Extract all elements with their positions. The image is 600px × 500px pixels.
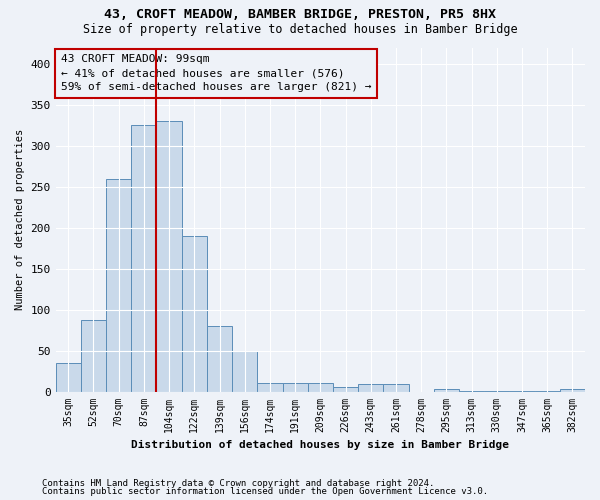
Bar [157,121,182,392]
Bar [535,390,560,392]
Text: Size of property relative to detached houses in Bamber Bridge: Size of property relative to detached ho… [83,22,517,36]
Bar [358,384,383,392]
Bar [182,236,207,392]
Bar [232,350,257,392]
Bar [131,126,157,392]
Bar [106,178,131,392]
Y-axis label: Number of detached properties: Number of detached properties [15,129,25,310]
Bar [333,386,358,392]
Bar [81,320,106,392]
Bar [434,389,459,392]
Bar [207,326,232,392]
Bar [257,382,283,392]
Bar [459,390,484,392]
Text: Contains public sector information licensed under the Open Government Licence v3: Contains public sector information licen… [42,487,488,496]
Bar [308,382,333,392]
Text: 43, CROFT MEADOW, BAMBER BRIDGE, PRESTON, PR5 8HX: 43, CROFT MEADOW, BAMBER BRIDGE, PRESTON… [104,8,496,20]
Bar [283,382,308,392]
Bar [56,363,81,392]
Text: 43 CROFT MEADOW: 99sqm
← 41% of detached houses are smaller (576)
59% of semi-de: 43 CROFT MEADOW: 99sqm ← 41% of detached… [61,54,371,92]
Text: Contains HM Land Registry data © Crown copyright and database right 2024.: Contains HM Land Registry data © Crown c… [42,478,434,488]
Bar [509,390,535,392]
X-axis label: Distribution of detached houses by size in Bamber Bridge: Distribution of detached houses by size … [131,440,509,450]
Bar [383,384,409,392]
Bar [560,389,585,392]
Bar [484,390,509,392]
